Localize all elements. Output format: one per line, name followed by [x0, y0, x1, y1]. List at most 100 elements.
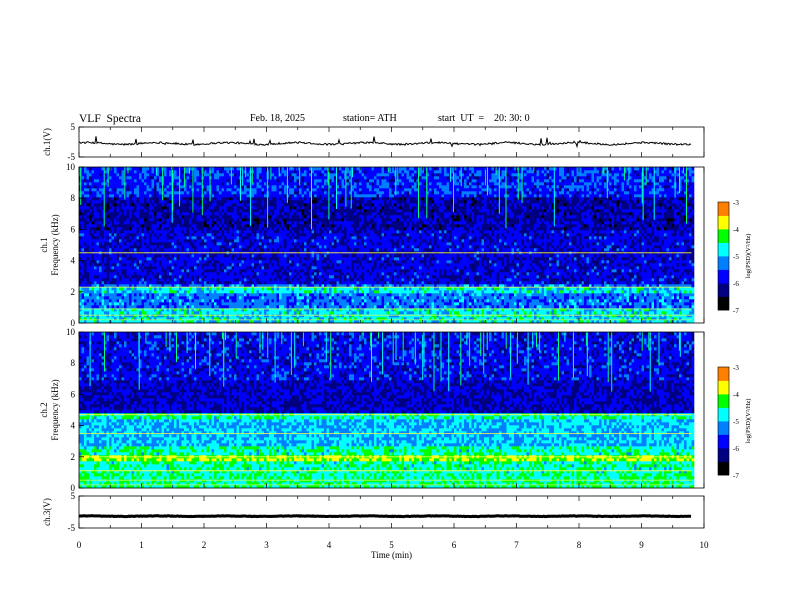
spectrogram-cell [221, 299, 225, 303]
spectrogram-cell [534, 290, 537, 294]
spectrogram-cell [429, 269, 432, 273]
spectrogram-cell [621, 281, 625, 285]
spectrogram-cell [684, 311, 687, 315]
spectrogram-cell [94, 290, 97, 294]
spectrogram-cell [241, 272, 245, 276]
spectrogram-cell [286, 290, 290, 294]
spectrogram-cell [556, 317, 560, 321]
spectrogram-cell [344, 296, 347, 300]
spectrogram-cell [129, 287, 132, 291]
spectrogram-cell [336, 269, 340, 273]
spectrogram-cell [529, 263, 532, 267]
spectrogram-cell [581, 272, 585, 276]
spectrogram-cell [394, 284, 397, 288]
spectrogram-cell [439, 278, 442, 282]
spectrogram-cell [204, 314, 207, 318]
spectrogram-cell [619, 299, 622, 303]
spectrogram-cell [549, 287, 552, 291]
spectrogram-cell [369, 305, 372, 309]
spectrogram-cell [621, 308, 625, 312]
spectrogram-cell [334, 320, 337, 324]
spectrogram-cell [271, 302, 275, 306]
spectrogram-cell [466, 263, 470, 267]
spectrogram-cell [411, 296, 415, 300]
spectrogram-cell [141, 272, 145, 276]
spectrogram-cell [526, 299, 530, 303]
spectrogram-cell [651, 272, 655, 276]
spectrogram-cell [136, 305, 140, 309]
spectrogram-cell [486, 269, 490, 273]
spectrogram-cell [101, 281, 105, 285]
spectrogram-cell [454, 314, 457, 318]
spectrogram-cell [534, 281, 537, 285]
spectrogram-cell [569, 263, 572, 267]
spectrogram-cell [486, 311, 490, 315]
spectrogram-cell [121, 293, 125, 297]
spectrogram-cell [531, 314, 535, 318]
spectrogram-cell [259, 308, 262, 312]
spectrogram-cell [499, 275, 502, 279]
spectrogram-cell [274, 275, 277, 279]
spectrogram-cell [551, 311, 555, 315]
spectrogram-cell [211, 320, 215, 324]
spectrogram-cell [104, 263, 107, 267]
spectrogram-cell [486, 278, 490, 282]
spectrogram-cell [586, 272, 590, 276]
spectrogram-cell [276, 296, 280, 300]
spectrogram-cell [79, 266, 82, 270]
spectrogram-cell [374, 263, 377, 267]
spectrogram-cell [579, 314, 582, 318]
spectrogram-cell [411, 308, 415, 312]
spectrogram-cell [329, 281, 332, 285]
spectrogram-cell [399, 278, 402, 282]
spectrogram-cell [234, 287, 237, 291]
spectrogram-cell [571, 263, 575, 267]
spectrogram-cell [349, 314, 352, 318]
spectrogram-cell [426, 296, 430, 300]
spectrogram-cell [606, 272, 610, 276]
spectrogram-cell [136, 272, 140, 276]
spectrogram-cell [384, 305, 387, 309]
spectrogram-cell [399, 320, 402, 324]
spectrogram-cell [566, 287, 570, 291]
spectrogram-cell [399, 293, 402, 297]
spectrogram-cell [104, 302, 107, 306]
spectrogram-cell [169, 299, 172, 303]
spectrogram-cell [436, 290, 440, 294]
spectrogram-cell [411, 317, 415, 321]
spectrogram-cell [666, 266, 670, 270]
spectrogram-cell [659, 311, 662, 315]
spectrogram-cell [516, 290, 520, 294]
spectrogram-cell [444, 305, 447, 309]
spectrogram-cell [236, 266, 240, 270]
spectrogram-cell [274, 290, 277, 294]
spectrogram-cell [294, 302, 297, 306]
spectrogram-cell [544, 263, 547, 267]
spectrogram-cell [296, 299, 300, 303]
spectrogram-cell [329, 269, 332, 273]
spectrogram-cell [384, 320, 387, 324]
spectrogram-cell [634, 296, 637, 300]
spectrogram-cell [226, 290, 230, 294]
spectrogram-cell [584, 275, 587, 279]
spectrogram-cell [554, 305, 557, 309]
spectrogram-cell [439, 275, 442, 279]
spectrogram-cell [259, 296, 262, 300]
spectrogram-cell [639, 284, 642, 288]
spectrogram-cell [619, 266, 622, 270]
spectrogram-cell [244, 299, 247, 303]
spectrogram-cell [454, 275, 457, 279]
spectrogram-cell [304, 311, 307, 315]
spectrogram-cell [276, 302, 280, 306]
spectrogram-cell [496, 287, 500, 291]
spectrogram-cell [584, 281, 587, 285]
spectrogram-cell [554, 266, 557, 270]
spectrogram-cell [539, 278, 542, 282]
spectrogram-cell [464, 278, 467, 282]
spectrogram-cell [601, 278, 605, 282]
spectrogram-cell [219, 278, 222, 282]
spectrogram-cell [339, 305, 342, 309]
spectrogram-cell [186, 287, 190, 291]
spectrogram-cell [399, 272, 402, 276]
spectrogram-cell [639, 320, 642, 324]
